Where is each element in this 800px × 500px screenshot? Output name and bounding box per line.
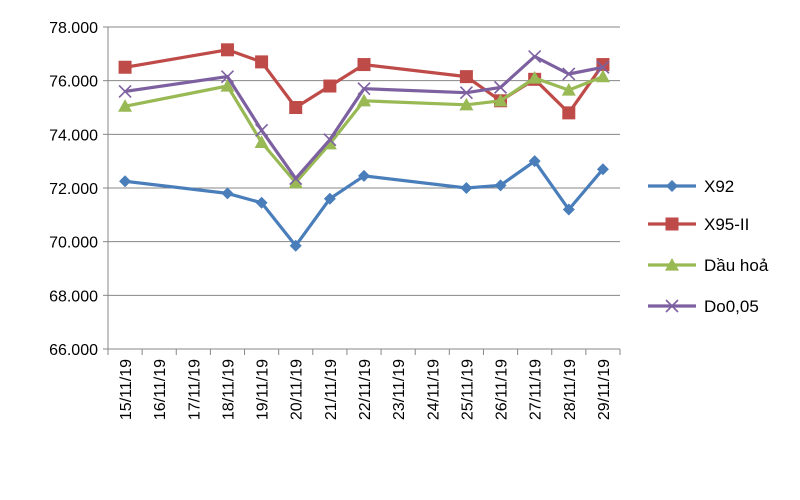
data-point: [255, 123, 269, 137]
x-tick-labels: 15/11/19 16/11/19 17/11/19 18/11/19 19/11/19…: [118, 359, 613, 420]
axes: [103, 26, 621, 355]
legend-label: Dầu hoả: [704, 256, 769, 275]
data-point: [118, 99, 133, 112]
cross-stroke: [289, 172, 303, 186]
data-point: [358, 169, 370, 182]
data-point: [528, 49, 542, 64]
cross-stroke: [459, 86, 473, 100]
y-tick-label: 70.000: [49, 235, 98, 252]
legend-item: X92: [648, 177, 734, 196]
data-point: [562, 67, 576, 81]
legend-marker: [665, 258, 679, 271]
legend-item: X95-II: [648, 215, 749, 234]
y-tick-label: 78.000: [49, 20, 98, 37]
data-point: [221, 187, 234, 200]
legend-item: Dầu hoả: [648, 256, 769, 275]
data-point: [562, 203, 575, 216]
x-tick-label: 28/11/19: [562, 359, 579, 420]
legend-item: Do0,05: [648, 297, 759, 316]
x-tick-label: 26/11/19: [494, 359, 511, 420]
data-point: [255, 196, 268, 209]
data-point: [596, 60, 610, 74]
x-tick-label: 29/11/19: [596, 359, 613, 420]
data-point: [220, 70, 235, 84]
x-tick-label: 22/11/19: [357, 359, 374, 420]
x-tick-label: 27/11/19: [528, 359, 545, 420]
data-point: [357, 93, 371, 107]
data-point: [323, 133, 337, 147]
legend-marker: [666, 180, 678, 192]
data-point: [357, 58, 371, 72]
data-point: [357, 82, 371, 96]
data-point: [220, 79, 235, 92]
data-point: [562, 106, 576, 120]
data-point: [493, 93, 508, 107]
x-tick-label: 23/11/19: [391, 359, 408, 420]
cross-stroke: [220, 70, 235, 84]
cross-stroke: [528, 49, 542, 64]
cross-stroke: [596, 60, 610, 74]
data-point: [289, 172, 303, 186]
data-point: [220, 43, 234, 57]
data-point: [459, 70, 473, 84]
cross-stroke: [493, 80, 508, 94]
x-tick-label: 24/11/19: [425, 359, 442, 420]
x-tick-label: 18/11/19: [220, 359, 237, 420]
legend: X92 X95-II Dầu hoả Do0,05: [648, 177, 769, 316]
data-point: [254, 135, 269, 148]
y-tick-label: 74.000: [49, 127, 98, 144]
x-tick-label: 20/11/19: [289, 359, 306, 420]
data-point: [289, 239, 302, 252]
legend-marker: [665, 217, 679, 231]
y-tick-label: 66.000: [49, 342, 98, 359]
cross-stroke: [255, 123, 269, 137]
x-tick-label: 16/11/19: [152, 359, 169, 420]
data-point: [322, 136, 337, 150]
data-point: [460, 182, 473, 194]
data-point: [459, 97, 474, 111]
series-d-u-ho-: [118, 69, 610, 189]
series-line: [124, 75, 604, 185]
data-point: [118, 60, 132, 74]
legend-marker: [665, 299, 679, 313]
data-point: [596, 163, 609, 176]
x-tick-label: 15/11/19: [118, 359, 135, 420]
data-point: [493, 80, 508, 94]
data-point: [118, 84, 132, 98]
legend-label: X95-II: [704, 215, 749, 234]
y-tick-label: 76.000: [49, 74, 98, 91]
x-tick-label: 19/11/19: [255, 359, 272, 420]
cross-stroke: [562, 67, 576, 81]
data-point: [119, 175, 132, 188]
data-point: [494, 179, 507, 192]
data-point: [527, 70, 542, 84]
data-point: [595, 69, 610, 83]
data-point: [255, 55, 269, 69]
legend-label: Do0,05: [704, 297, 759, 316]
data-point: [459, 86, 473, 100]
data-point: [288, 175, 303, 189]
series-do0-05: [118, 49, 610, 186]
x-tick-label: 25/11/19: [459, 359, 476, 420]
cross-stroke: [665, 299, 679, 313]
y-tick-labels: 66.000 68.000 70.000 72.000 74.000 76.000 78.0…: [49, 20, 98, 359]
data-point: [561, 83, 576, 96]
cross-stroke: [323, 133, 337, 147]
x-tick-label: 17/11/19: [186, 359, 203, 420]
data-point: [323, 79, 337, 93]
x-tick-label: 21/11/19: [323, 359, 340, 420]
cross-stroke: [118, 84, 132, 98]
y-tick-label: 72.000: [49, 181, 98, 198]
legend-label: X92: [704, 177, 734, 196]
data-point: [528, 155, 541, 168]
series-group: [118, 43, 610, 252]
cross-stroke: [357, 82, 371, 96]
data-point: [323, 192, 336, 205]
y-tick-label: 68.000: [49, 288, 98, 305]
data-point: [289, 101, 303, 114]
series-x92: [119, 155, 609, 252]
